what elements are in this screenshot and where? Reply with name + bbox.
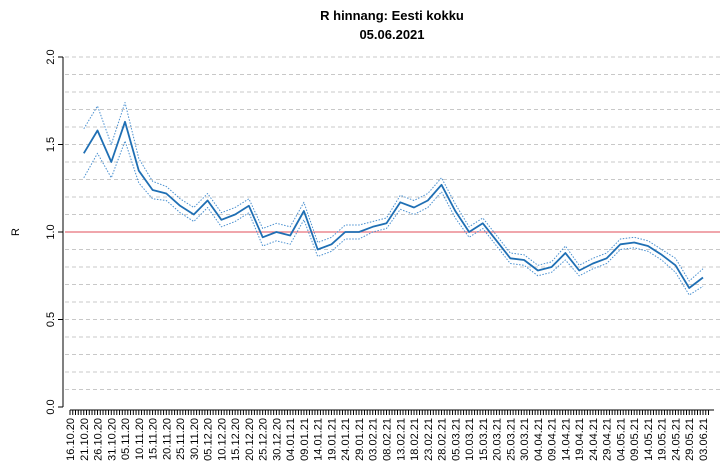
x-tick-label: 14.04.21 [560, 418, 572, 461]
x-tick-label: 04.01.21 [285, 418, 297, 461]
x-tick-label: 23.02.21 [423, 418, 435, 461]
chart-title: R hinnang: Eesti kokku [320, 8, 464, 23]
x-tick-label: 03.06.21 [698, 418, 710, 461]
x-tick-label: 25.12.20 [258, 418, 270, 461]
x-tick-label: 31.10.20 [106, 418, 118, 461]
x-tick-label: 09.01.21 [299, 418, 311, 461]
y-tick-label: 1.0 [45, 224, 57, 239]
x-tick-label: 29.01.21 [354, 418, 366, 461]
chart-subtitle: 05.06.2021 [359, 27, 424, 42]
x-tick-label: 30.12.20 [271, 418, 283, 461]
x-tick-label: 28.02.21 [437, 418, 449, 461]
x-tick-label: 09.05.21 [629, 418, 641, 461]
x-tick-label: 24.05.21 [670, 418, 682, 461]
x-tick-label: 05.11.20 [120, 418, 132, 460]
series-line [83, 120, 704, 289]
x-tick-label: 16.10.20 [65, 418, 77, 461]
y-tick-label: 0.0 [45, 399, 57, 414]
x-tick-label: 24.04.21 [588, 418, 600, 461]
x-tick-label: 09.04.21 [547, 418, 559, 461]
x-tick-label: 15.11.20 [148, 418, 160, 460]
y-tick-label: 2.0 [45, 49, 57, 64]
x-tick-label: 20.03.21 [492, 418, 504, 461]
x-tick-label: 08.02.21 [382, 418, 394, 461]
x-tick-label: 10.03.21 [464, 418, 476, 461]
x-tick-label: 05.03.21 [450, 418, 462, 461]
y-tick-label: 1.5 [45, 137, 57, 152]
x-tick-label: 14.01.21 [313, 418, 325, 461]
x-tick-label: 10.12.20 [216, 418, 228, 461]
x-tick-label: 30.11.20 [189, 418, 201, 460]
x-tick-label: 29.04.21 [602, 418, 614, 461]
x-tick-label: 14.05.21 [643, 418, 655, 461]
x-tick-label: 19.05.21 [657, 418, 669, 461]
series-line [83, 140, 704, 296]
x-tick-label: 03.02.21 [368, 418, 380, 461]
x-tick-label: 25.11.20 [175, 418, 187, 460]
x-tick-label: 15.03.21 [478, 418, 490, 461]
x-tick-label: 24.01.21 [340, 418, 352, 461]
x-tick-label: 13.02.21 [395, 418, 407, 461]
x-tick-label: 30.03.21 [519, 418, 531, 461]
x-tick-label: 18.02.21 [409, 418, 421, 461]
x-tick-label: 26.10.20 [93, 418, 105, 461]
x-tick-label: 15.12.20 [230, 418, 242, 461]
x-tick-label: 20.11.20 [161, 418, 173, 460]
y-axis-label: R [10, 228, 22, 236]
x-tick-label: 05.12.20 [203, 418, 215, 461]
x-tick-label: 20.12.20 [244, 418, 256, 461]
x-tick-label: 19.01.21 [326, 418, 338, 461]
x-tick-label: 29.05.21 [684, 418, 696, 461]
x-tick-label: 19.04.21 [574, 418, 586, 461]
x-tick-label: 25.03.21 [505, 418, 517, 461]
x-tick-label: 10.11.20 [134, 418, 146, 460]
y-tick-label: 0.5 [45, 312, 57, 327]
x-tick-label: 04.04.21 [533, 418, 545, 461]
x-tick-label: 21.10.20 [79, 418, 91, 461]
x-tick-label: 04.05.21 [615, 418, 627, 461]
series-line [83, 102, 704, 282]
